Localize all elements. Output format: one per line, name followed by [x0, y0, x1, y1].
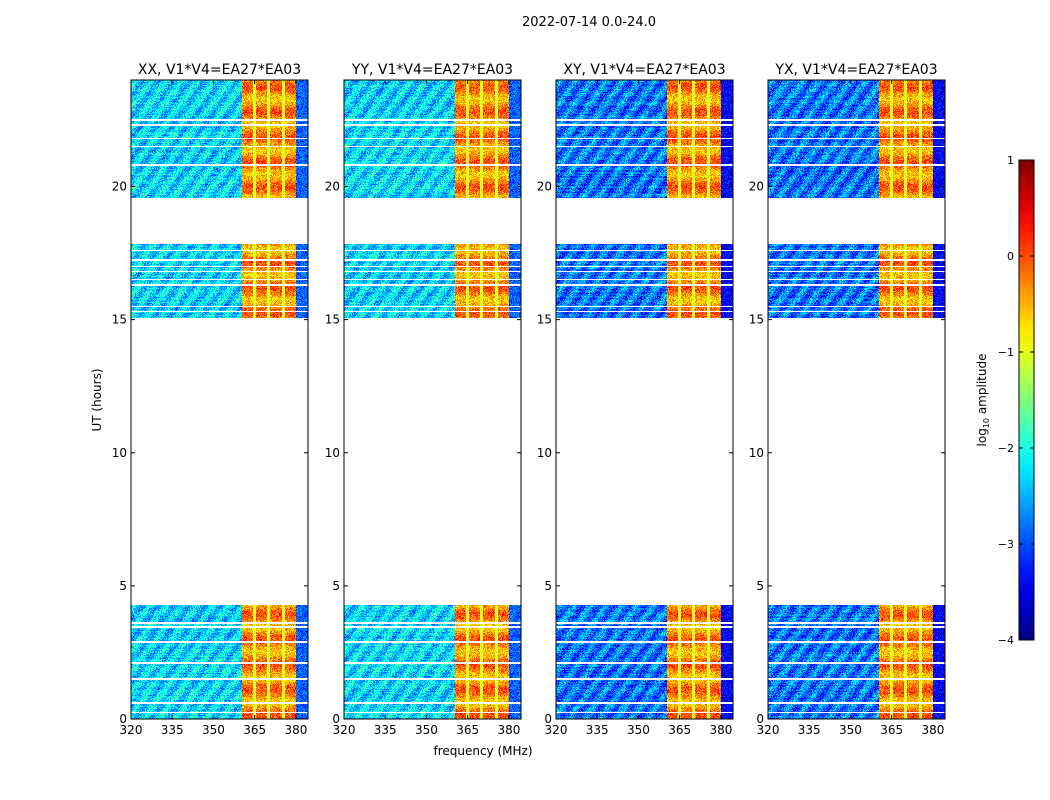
- y-tick-label: 5: [332, 579, 340, 593]
- y-tick-label: 20: [537, 180, 552, 194]
- panel-title: YY, V1*V4=EA27*EA03: [351, 62, 513, 78]
- y-tick-label: 0: [544, 712, 552, 726]
- x-tick-label: 365: [243, 723, 266, 737]
- spectrogram-0: [131, 80, 308, 719]
- panel-3: YX, V1*V4=EA27*EA03 320 335 350 365 380 0 5 10 15…: [749, 62, 946, 737]
- colorbar-tick-label: −4: [998, 634, 1014, 647]
- y-tick-label: 5: [119, 579, 127, 593]
- colorbar: −4 −3 −2 −1 0 1: [998, 154, 1035, 647]
- x-tick-label: 380: [284, 723, 307, 737]
- panel-title: YX, V1*V4=EA27*EA03: [774, 62, 937, 78]
- y-tick-label: 20: [749, 180, 764, 194]
- panel-2: XY, V1*V4=EA27*EA03 320 335 350 365 380 0 5 10 15…: [537, 62, 734, 737]
- y-tick-label: 0: [756, 712, 764, 726]
- x-tick-label: 335: [161, 723, 184, 737]
- colorbar-tick-label: −3: [998, 538, 1014, 551]
- y-tick-label: 10: [749, 446, 764, 460]
- x-tick-label: 335: [586, 723, 609, 737]
- y-tick-label: 15: [112, 313, 127, 327]
- x-tick-label: 380: [921, 723, 944, 737]
- x-tick-label: 335: [798, 723, 821, 737]
- spectrogram-2: [556, 80, 733, 719]
- colorbar-label: log10 amplitude: [975, 354, 991, 447]
- x-tick-label: 350: [415, 723, 438, 737]
- y-tick-label: 0: [332, 712, 340, 726]
- spectrogram-3: [768, 80, 945, 719]
- x-tick-label: 320: [545, 723, 568, 737]
- y-tick-label: 15: [325, 313, 340, 327]
- y-tick-label: 15: [537, 313, 552, 327]
- colorbar-gradient: [1018, 159, 1035, 641]
- x-tick-label: 350: [839, 723, 862, 737]
- y-tick-label: 5: [756, 579, 764, 593]
- colorbar-tick-label: −2: [998, 442, 1014, 455]
- y-axis-label: UT (hours): [90, 368, 104, 431]
- x-axis-label: frequency (MHz): [433, 744, 532, 758]
- panel-frame: [555, 79, 734, 720]
- colorbar-tick-label: −1: [998, 346, 1014, 359]
- x-tick-label: 380: [709, 723, 732, 737]
- x-tick-label: 350: [627, 723, 650, 737]
- spectrogram-1: [344, 80, 521, 719]
- x-tick-label: 365: [668, 723, 691, 737]
- x-tick-label: 320: [333, 723, 356, 737]
- y-tick-label: 10: [325, 446, 340, 460]
- y-tick-label: 10: [537, 446, 552, 460]
- figure-title: 2022-07-14 0.0-24.0: [522, 15, 656, 30]
- panel-frame: [767, 79, 946, 720]
- panel-frame: [343, 79, 522, 720]
- panel-0: XX, V1*V4=EA27*EA03 320 335 350 365 380 0 5 10 15…: [112, 62, 309, 737]
- y-tick-label: 10: [112, 446, 127, 460]
- x-tick-label: 350: [202, 723, 225, 737]
- y-tick-label: 20: [112, 180, 127, 194]
- y-tick-label: 0: [119, 712, 127, 726]
- panel-frame: [130, 79, 309, 720]
- panel-title: XY, V1*V4=EA27*EA03: [563, 62, 725, 78]
- x-tick-label: 320: [120, 723, 143, 737]
- y-tick-label: 20: [325, 180, 340, 194]
- colorbar-tick-label: 1: [1007, 154, 1014, 167]
- x-tick-label: 365: [456, 723, 479, 737]
- y-tick-label: 5: [544, 579, 552, 593]
- y-tick-label: 15: [749, 313, 764, 327]
- x-tick-label: 320: [757, 723, 780, 737]
- x-tick-label: 380: [497, 723, 520, 737]
- panel-title: XX, V1*V4=EA27*EA03: [138, 62, 301, 78]
- x-tick-label: 365: [880, 723, 903, 737]
- x-tick-label: 335: [374, 723, 397, 737]
- panel-1: YY, V1*V4=EA27*EA03 320 335 350 365 380 0 5 10 15…: [325, 62, 522, 737]
- colorbar-tick-label: 0: [1007, 250, 1014, 263]
